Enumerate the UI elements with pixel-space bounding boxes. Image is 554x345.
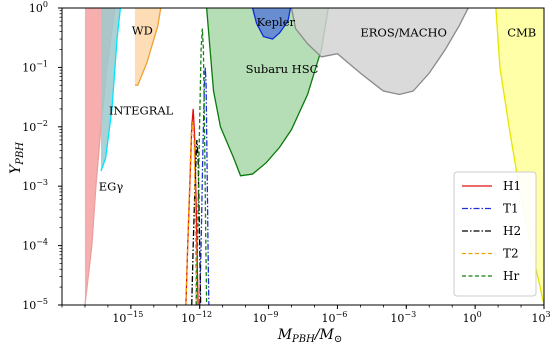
y-axis-label: YPBH [8, 142, 26, 174]
y-tick-label: 10−3 [22, 178, 48, 193]
y-tick-label: 10−1 [22, 59, 48, 74]
legend-label-h2: H2 [503, 224, 521, 238]
x-tick-exponent: −6 [336, 310, 348, 319]
x-tick-label: 103 [531, 310, 550, 325]
y-tick-label: 10−4 [22, 238, 48, 253]
plot-frame [61, 7, 545, 306]
series-line-t1 [199, 67, 210, 305]
x-tick-exponent: −3 [404, 310, 416, 319]
series-line-t2 [185, 122, 197, 305]
region-wd-edge [134, 8, 162, 86]
y-tick-label: 100 [29, 0, 48, 15]
x-tick-label: 10−9 [253, 310, 279, 325]
x-tick-label: 10−15 [112, 310, 143, 325]
region-integral-edge [100, 8, 122, 172]
annotation-subaru-hsc: Subaru HSC [246, 62, 319, 76]
x-tick-label: 10−3 [390, 310, 416, 325]
y-axis-label-sub: PBH [15, 142, 26, 166]
legend: H1 T1 H2 T2 Hr [453, 171, 537, 297]
x-tick-exponent: 3 [545, 310, 550, 319]
series-line-hr [195, 28, 208, 305]
region-subaru-hsc-edge [205, 8, 329, 177]
y-tick-exponent: −4 [36, 238, 48, 247]
annotation-eros-macho: EROS/MACHO [360, 26, 447, 40]
region-integral [100, 8, 121, 172]
x-axis-label-sub: PBH [291, 334, 315, 345]
x-tick-label: 10−12 [181, 310, 212, 325]
region-subaru-hsc [206, 8, 329, 176]
region-eros-macho [291, 8, 469, 95]
x-axis-label: MPBH/M⊙ [277, 327, 343, 345]
y-tick-exponent: −2 [36, 119, 48, 128]
legend-label-h1: H1 [503, 179, 521, 193]
y-tick-exponent: 0 [43, 0, 48, 9]
y-tick-exponent: −5 [36, 297, 48, 306]
x-tick-exponent: −15 [126, 310, 143, 319]
x-tick-exponent: −9 [267, 310, 279, 319]
x-tick-exponent: 0 [477, 310, 482, 319]
annotation-wd: WD [132, 23, 153, 37]
x-tick-label: 10−6 [322, 310, 348, 325]
x-tick-exponent: −12 [195, 310, 212, 319]
legend-box [453, 171, 537, 297]
x-axis-label-sun: ⊙ [334, 334, 342, 345]
region-kepler-edge [251, 8, 292, 40]
region-eros-macho-edge [290, 8, 469, 96]
y-tick-label: 10−2 [22, 119, 48, 134]
legend-label-t1: T1 [503, 202, 519, 216]
annotation-integral: INTEGRAL [109, 104, 174, 118]
annotation-kepler: Kepler [257, 15, 296, 29]
x-axis-label-slash: /M [313, 327, 335, 343]
region-wd [134, 8, 161, 86]
annotation-cmb: CMB [507, 26, 536, 40]
y-tick-label: 10−5 [22, 297, 48, 312]
legend-label-hr: Hr [503, 269, 519, 283]
x-tick-label: 100 [463, 310, 482, 325]
legend-label-t2: T2 [503, 247, 519, 261]
series-line-h2 [191, 139, 202, 305]
annotation-eggamma: EGγ [99, 179, 124, 193]
y-tick-exponent: −1 [36, 59, 48, 68]
y-tick-exponent: −3 [36, 178, 48, 187]
region-kepler [252, 8, 291, 40]
